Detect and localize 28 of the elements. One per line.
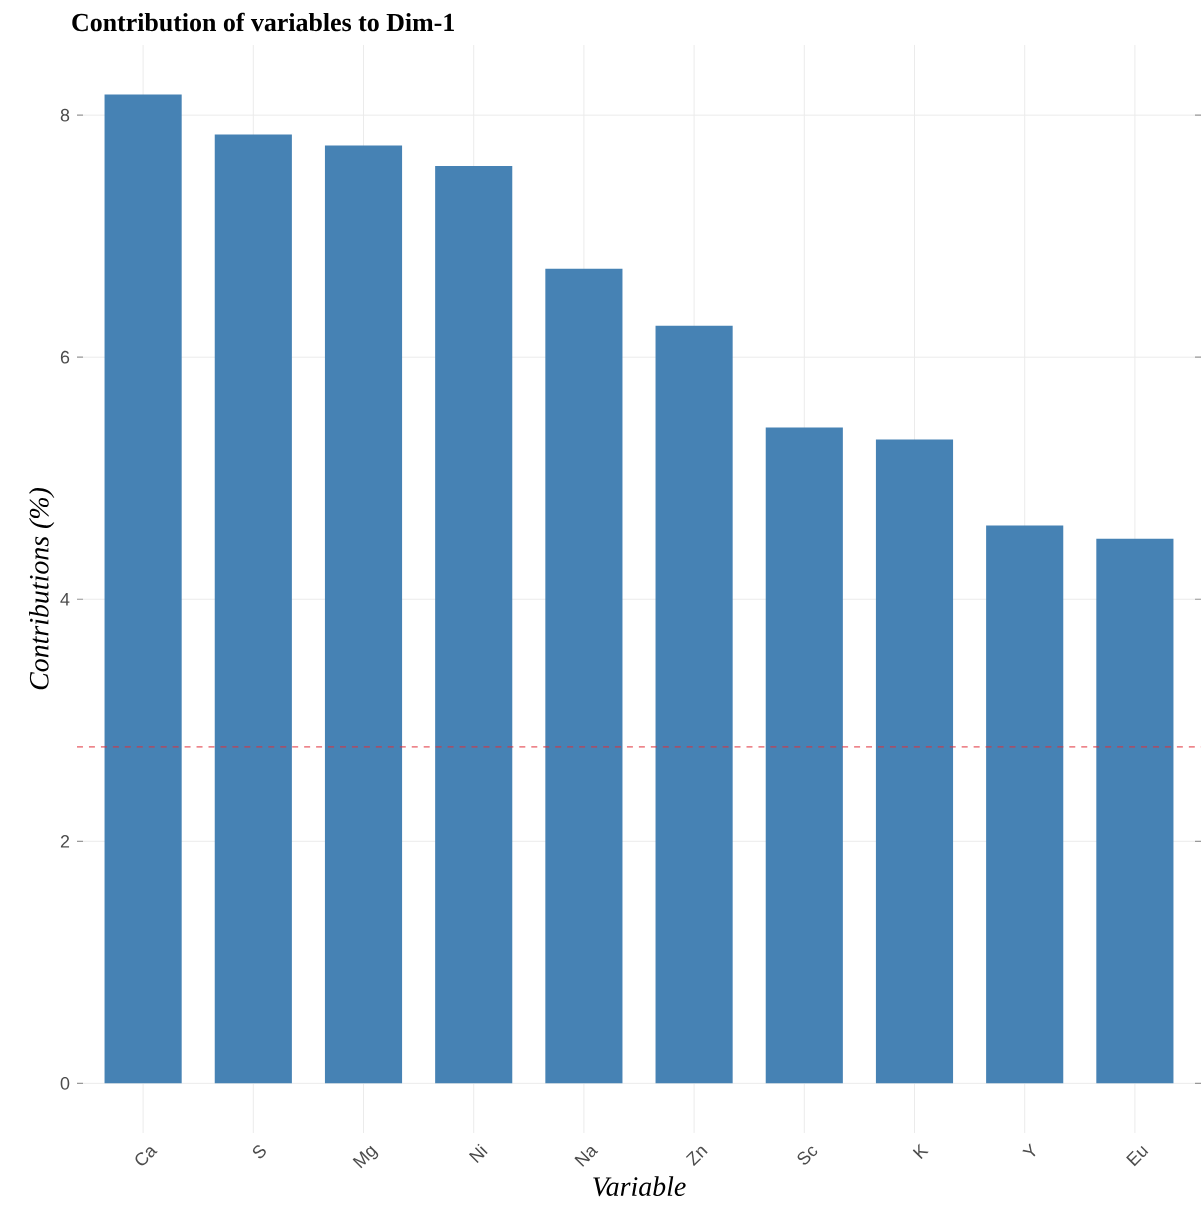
chart-title: Contribution of variables to Dim-1 bbox=[72, 12, 454, 32]
y-tick-label: 6 bbox=[60, 350, 70, 364]
x-tick-label: Mg bbox=[352, 1145, 379, 1169]
bar bbox=[1096, 538, 1174, 1084]
y-tick-label: 2 bbox=[60, 835, 70, 848]
x-tick-label: S bbox=[252, 1145, 266, 1159]
x-tick-label: Eu bbox=[1126, 1145, 1149, 1167]
x-tick-label: Y bbox=[1022, 1143, 1036, 1157]
y-tick-label: 8 bbox=[60, 108, 70, 122]
bar bbox=[435, 165, 513, 1084]
bar bbox=[875, 439, 954, 1084]
bar bbox=[655, 325, 733, 1084]
y-axis-title: Contributions (%) bbox=[28, 487, 55, 690]
x-tick-label: Ni bbox=[468, 1143, 488, 1164]
x-tick-label: Ca bbox=[135, 1147, 158, 1166]
bar bbox=[214, 134, 292, 1084]
x-tick-label: Zn bbox=[685, 1146, 708, 1167]
x-tick-label: Sc bbox=[797, 1146, 818, 1165]
bar bbox=[104, 94, 182, 1084]
x-tick-label: Na bbox=[574, 1147, 599, 1167]
bar bbox=[765, 427, 843, 1084]
x-tick-label: K bbox=[912, 1143, 929, 1160]
bar bbox=[545, 268, 623, 1084]
y-tick-label: 4 bbox=[60, 593, 70, 606]
bar bbox=[324, 145, 403, 1084]
y-tick-label: 0 bbox=[60, 1077, 70, 1090]
x-axis-title: Variable bbox=[593, 1176, 686, 1197]
bar bbox=[986, 525, 1064, 1084]
